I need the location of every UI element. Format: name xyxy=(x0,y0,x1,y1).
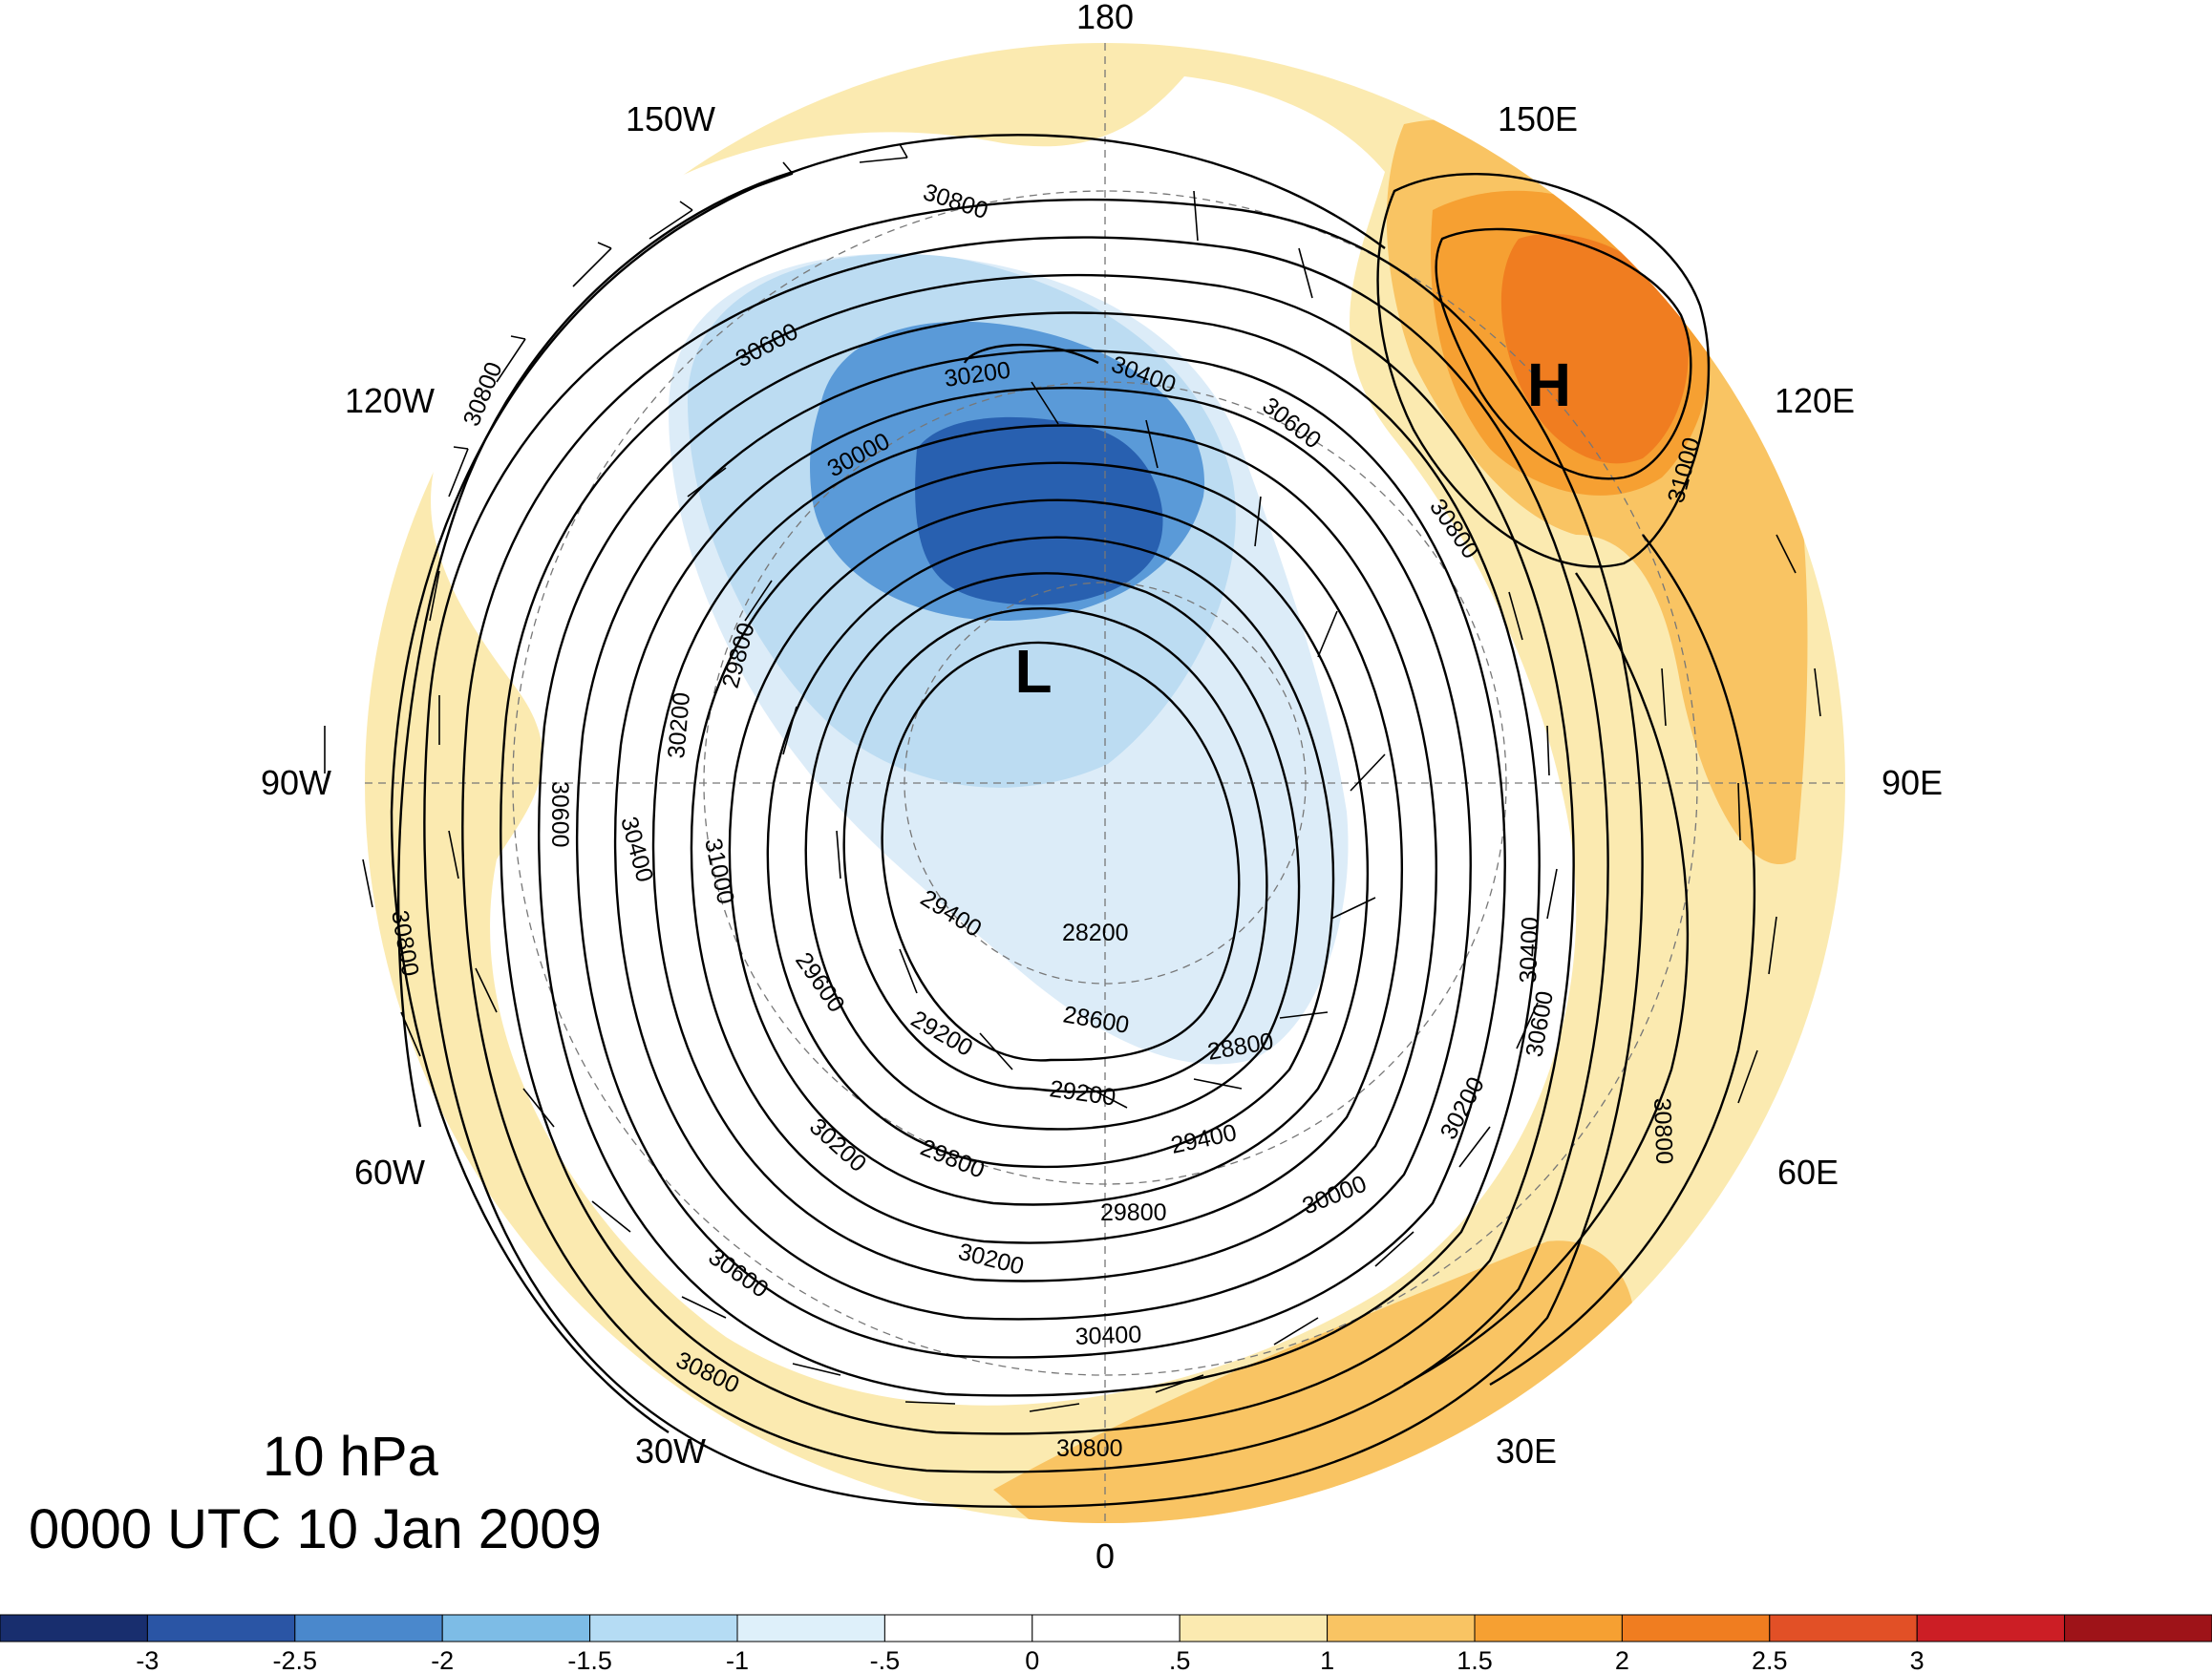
colorbar-tick-label: -2.5 xyxy=(273,1646,318,1674)
contour-label: 28200 xyxy=(1062,920,1129,946)
contour-label: 30800 xyxy=(1648,1097,1677,1164)
colorbar-tick-label: -1.5 xyxy=(567,1646,612,1674)
colorbar-box xyxy=(1179,1614,1329,1642)
lon-label-90w: 90W xyxy=(261,763,331,802)
contour-label: 30200 xyxy=(663,691,695,760)
anomaly-colorbar: -3 -2.5 -2 -1.5 -1 -.5 0 .5 1 1.5 2 2.5 3 xyxy=(0,1614,2212,1674)
pressure-level-title: 10 hPa xyxy=(263,1426,438,1488)
positive-anomaly-core xyxy=(1500,233,1689,464)
colorbar-boxes xyxy=(0,1614,2212,1642)
height-contours xyxy=(390,134,1756,1509)
contour-label: 30800 xyxy=(1056,1435,1123,1462)
colorbar-tick-label: 1 xyxy=(1320,1646,1334,1674)
colorbar-box xyxy=(146,1614,296,1642)
contour-label: 30400 xyxy=(1074,1322,1141,1350)
colorbar-box xyxy=(441,1614,591,1642)
lon-label-120e: 120E xyxy=(1775,381,1855,420)
colorbar-box xyxy=(2064,1614,2212,1642)
colorbar-box xyxy=(589,1614,738,1642)
colorbar-tick-label: .5 xyxy=(1169,1646,1191,1674)
colorbar-tick-label: -.5 xyxy=(870,1646,901,1674)
colorbar-box xyxy=(1327,1614,1476,1642)
lon-label-60e: 60E xyxy=(1777,1153,1839,1192)
lon-label-30w: 30W xyxy=(635,1431,706,1471)
contour-label: 30600 xyxy=(546,781,573,848)
lon-label-150e: 150E xyxy=(1498,99,1578,138)
polar-stereographic-map: 180 150W 150E 120W 120E 90W 90E 60W 60E … xyxy=(261,0,1943,1576)
lon-label-90e: 90E xyxy=(1882,763,1943,802)
colorbar-tick-label: -3 xyxy=(136,1646,159,1674)
lon-label-150w: 150W xyxy=(626,99,715,138)
colorbar-tick-label: -2 xyxy=(431,1646,454,1674)
wind-barbs xyxy=(324,143,1821,1412)
colorbar-box xyxy=(0,1614,148,1642)
lon-label-120w: 120W xyxy=(345,381,435,420)
colorbar-tick-label: -1 xyxy=(726,1646,749,1674)
colorbar-box xyxy=(1032,1614,1180,1642)
colorbar-box xyxy=(1621,1614,1771,1642)
lon-label-60w: 60W xyxy=(354,1153,425,1192)
colorbar-box xyxy=(294,1614,443,1642)
contour-label: 30400 xyxy=(1515,917,1543,984)
colorbar-tick-label: 1.5 xyxy=(1457,1646,1493,1674)
valid-time-title: 0000 UTC 10 Jan 2009 xyxy=(29,1498,602,1560)
colorbar-tick-label: 2 xyxy=(1615,1646,1629,1674)
colorbar-box xyxy=(1916,1614,2066,1642)
contour-label: 29800 xyxy=(1100,1199,1167,1226)
negative-anomaly-core xyxy=(915,416,1163,605)
colorbar-tick-label: 2.5 xyxy=(1752,1646,1788,1674)
colorbar-box xyxy=(1474,1614,1623,1642)
low-center-marker: L xyxy=(1014,637,1052,706)
colorbar-tick-label: 3 xyxy=(1910,1646,1925,1674)
colorbar-box xyxy=(883,1614,1033,1642)
colorbar-ticks: -3 -2.5 -2 -1.5 -1 -.5 0 .5 1 1.5 2 2.5 3 xyxy=(136,1646,1924,1674)
high-center-marker: H xyxy=(1527,350,1571,419)
lon-label-30e: 30E xyxy=(1496,1431,1557,1471)
colorbar-box xyxy=(736,1614,885,1642)
colorbar-tick-label: 0 xyxy=(1025,1646,1039,1674)
colorbar-box xyxy=(1769,1614,1918,1642)
lon-label-180: 180 xyxy=(1076,0,1134,36)
longitude-labels: 180 150W 150E 120W 120E 90W 90E 60W 60E … xyxy=(261,0,1943,1576)
lon-label-0: 0 xyxy=(1095,1536,1115,1576)
